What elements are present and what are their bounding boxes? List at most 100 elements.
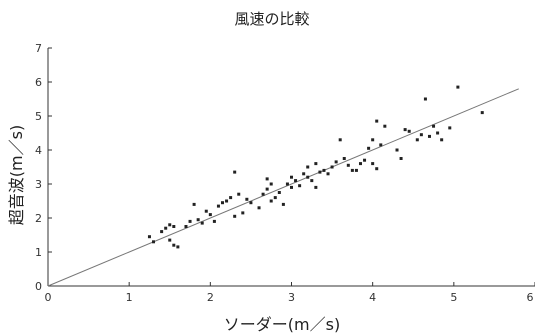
x-tick-label: 0 (45, 291, 52, 304)
data-point (338, 138, 342, 142)
data-point (216, 204, 220, 208)
data-point (407, 129, 411, 133)
data-point (265, 187, 269, 191)
data-point (172, 225, 176, 228)
x-tick-label: 3 (288, 291, 295, 304)
data-point (294, 179, 298, 183)
data-point (290, 175, 293, 179)
regression-line (47, 88, 519, 287)
data-point (427, 134, 431, 138)
data-point (419, 133, 423, 137)
data-point (172, 243, 176, 247)
data-point (330, 165, 334, 169)
x-tick-label: 2 (207, 291, 214, 304)
data-point (233, 214, 237, 218)
data-point (354, 168, 358, 172)
data-point (423, 97, 427, 101)
data-point (245, 197, 249, 201)
data-point (375, 119, 379, 123)
data-point (383, 124, 387, 128)
data-point (326, 172, 330, 176)
data-point (168, 223, 172, 227)
data-point (225, 199, 229, 203)
data-point (363, 158, 367, 162)
data-point (273, 196, 277, 200)
data-point (277, 191, 281, 194)
y-axis-label: 超音波(m／s) (7, 125, 26, 225)
data-point (176, 245, 180, 249)
data-point (233, 170, 237, 174)
data-point (298, 184, 302, 188)
data-point (440, 138, 444, 142)
data-point (375, 167, 379, 171)
data-point (367, 146, 371, 150)
data-point (358, 162, 362, 166)
data-point (306, 175, 310, 179)
data-point (237, 192, 241, 196)
data-point (399, 157, 403, 160)
y-tick-label: 2 (35, 212, 42, 225)
data-point (432, 124, 436, 128)
data-point (306, 165, 310, 169)
y-tick-label: 4 (35, 144, 42, 157)
data-point (261, 192, 265, 196)
data-point (184, 225, 188, 228)
data-point (160, 230, 164, 234)
data-point (241, 211, 245, 215)
x-tick-label: 4 (369, 291, 376, 304)
y-axis-ticks: 0 1 2 3 4 5 6 7 (35, 42, 52, 293)
data-points (147, 85, 484, 249)
data-point (342, 157, 346, 160)
data-point (290, 185, 293, 189)
data-point (456, 85, 460, 89)
data-point (229, 196, 233, 200)
x-tick-label: 5 (450, 291, 457, 304)
data-point (448, 126, 452, 130)
x-axis-label: ソーダー(m／s) (224, 315, 340, 334)
data-point (249, 201, 253, 205)
data-point (221, 201, 225, 205)
data-point (204, 209, 208, 213)
data-point (196, 218, 200, 222)
data-point (314, 185, 318, 189)
data-point (403, 128, 407, 132)
x-axis-ticks: 0 1 2 3 4 5 6 (45, 282, 535, 304)
data-point (281, 202, 285, 206)
data-point (346, 163, 350, 167)
data-point (480, 111, 484, 115)
data-point (318, 170, 322, 174)
data-point (212, 219, 216, 223)
data-point (371, 162, 375, 166)
data-point (257, 206, 261, 210)
data-point (200, 221, 204, 225)
y-tick-label: 7 (35, 42, 42, 55)
data-point (269, 182, 273, 186)
x-tick-label: 1 (126, 291, 133, 304)
x-tick-label: 6 (527, 291, 534, 304)
data-point (152, 240, 156, 244)
y-tick-label: 5 (35, 110, 42, 123)
data-point (415, 138, 419, 142)
data-point (302, 172, 306, 176)
data-point (285, 182, 289, 186)
chart-title: 風速の比較 (234, 10, 309, 28)
data-point (147, 235, 151, 239)
data-point (334, 160, 338, 164)
data-point (322, 168, 326, 172)
data-point (310, 179, 314, 183)
data-point (371, 138, 375, 142)
data-point (168, 238, 172, 242)
data-point (269, 199, 273, 203)
y-tick-label: 6 (35, 76, 42, 89)
data-point (314, 162, 318, 166)
y-tick-label: 0 (35, 280, 42, 293)
data-point (350, 168, 354, 172)
data-point (192, 202, 196, 206)
data-point (436, 131, 440, 135)
data-point (395, 148, 399, 152)
data-point (208, 213, 212, 217)
data-point (164, 226, 168, 230)
y-tick-label: 3 (35, 178, 42, 191)
data-point (379, 143, 383, 147)
y-tick-label: 1 (35, 246, 42, 259)
